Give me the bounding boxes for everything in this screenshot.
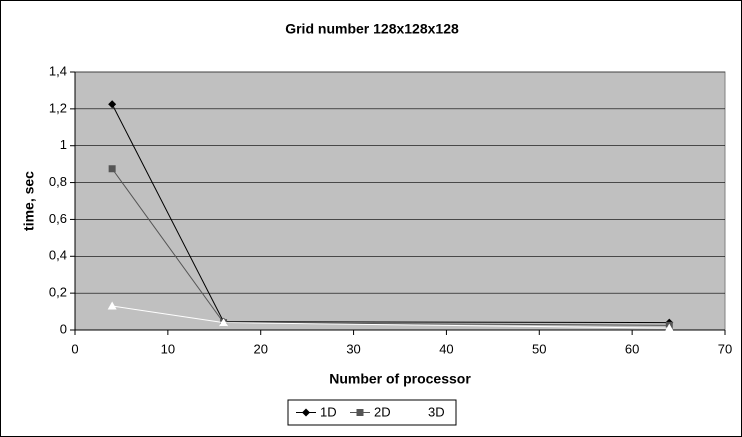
x-tick-label: 70 <box>718 341 732 356</box>
x-axis-label: Number of processor <box>329 371 471 387</box>
y-tick-label: 1,4 <box>49 63 67 78</box>
y-tick-label: 0,6 <box>49 211 67 226</box>
marker <box>219 318 229 327</box>
legend-label: 1D <box>320 404 337 419</box>
marker <box>356 409 364 416</box>
marker <box>409 408 419 416</box>
x-tick-label: 30 <box>346 341 360 356</box>
y-tick-label: 0 <box>60 321 67 336</box>
x-tick-label: 20 <box>253 341 267 356</box>
y-tick-label: 0,2 <box>49 285 67 300</box>
x-tick-label: 50 <box>532 341 546 356</box>
x-tick-label: 60 <box>625 341 639 356</box>
marker <box>302 408 310 417</box>
x-tick-label: 10 <box>161 341 175 356</box>
marker <box>108 165 116 173</box>
marker <box>108 100 117 109</box>
legend-label: 2D <box>374 404 391 419</box>
y-tick-label: 1 <box>60 137 67 152</box>
y-axis-label: time, sec <box>21 171 37 231</box>
y-tick-label: 0,4 <box>49 248 67 263</box>
y-tick-label: 1,2 <box>49 100 67 115</box>
plot-area <box>74 71 726 331</box>
x-tick-label: 0 <box>71 341 78 356</box>
marker <box>107 301 117 310</box>
legend-label: 3D <box>428 404 445 419</box>
y-tick-label: 0,8 <box>49 174 67 189</box>
chart-title: Grid number 128x128x128 <box>285 21 459 37</box>
marker <box>664 323 674 332</box>
x-tick-label: 40 <box>439 341 453 356</box>
